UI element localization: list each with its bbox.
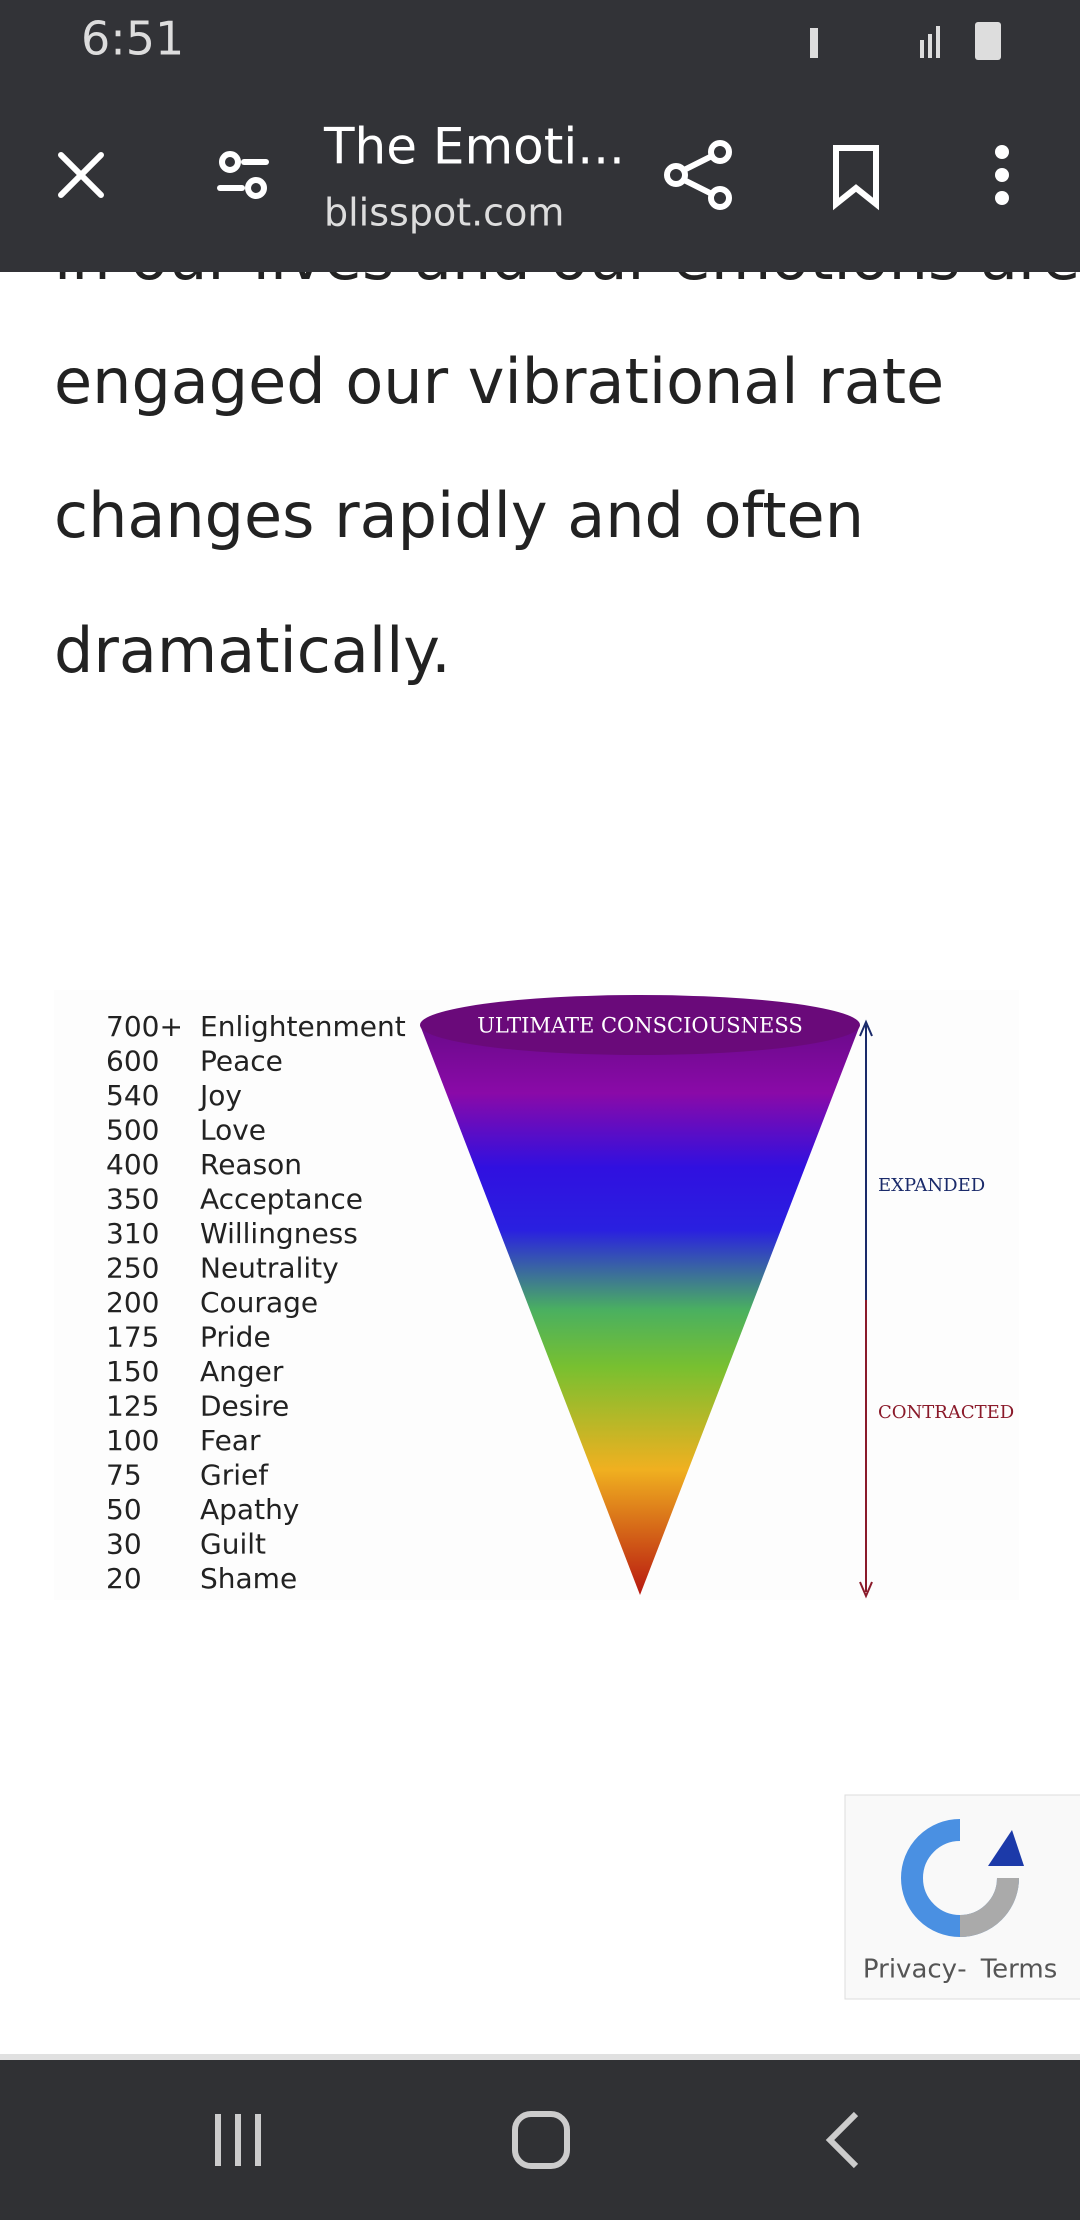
level-number: 500 <box>106 1114 159 1147</box>
bookmark-button[interactable] <box>833 145 879 211</box>
emotion-label: Peace <box>200 1045 283 1078</box>
recaptcha: Privacy - Terms <box>844 1794 1080 2000</box>
filter-button[interactable] <box>217 151 269 199</box>
terms-link[interactable]: Terms <box>980 1955 1058 1985</box>
emotion-label: Grief <box>200 1459 269 1492</box>
level-number: 400 <box>106 1148 159 1181</box>
level-number: 100 <box>106 1424 159 1457</box>
arrowhead <box>859 1581 873 1599</box>
level-number: 30 <box>106 1528 142 1561</box>
toolbar-bg <box>0 0 1080 272</box>
level-number: 150 <box>106 1355 159 1388</box>
level-number: 50 <box>106 1493 142 1526</box>
article-line: changes rapidly and often <box>54 479 864 552</box>
signal <box>928 34 932 58</box>
arrowhead <box>859 1019 873 1037</box>
level-number: 600 <box>106 1045 159 1078</box>
emotion-label: Anger <box>200 1355 284 1388</box>
emotion-label: Neutrality <box>200 1252 339 1285</box>
level-number: 175 <box>106 1321 159 1354</box>
status-icons <box>810 22 1001 60</box>
status-icon <box>810 28 818 58</box>
recaptcha-logo <box>988 1830 1024 1866</box>
level-number: 540 <box>106 1079 159 1112</box>
expanded-label: EXPANDED <box>878 1175 985 1196</box>
page-title: The Emoti... <box>323 118 625 176</box>
emotion-label: Desire <box>200 1390 289 1423</box>
funnel <box>420 1025 860 1595</box>
emotion-label: Guilt <box>200 1528 266 1561</box>
emotion-label: Shame <box>200 1562 297 1595</box>
level-number: 20 <box>106 1562 142 1595</box>
level-number: 700+ <box>106 1010 183 1043</box>
share-button[interactable] <box>664 140 732 210</box>
level-number: 250 <box>106 1252 159 1285</box>
emotion-label: Acceptance <box>200 1183 363 1216</box>
article-line: dramatically. <box>54 614 451 687</box>
funnel-top <box>420 995 860 1055</box>
diagram: ULTIMATE CONSCIOUSNESS EXPANDED CONTRACT… <box>54 990 1019 1600</box>
status-time: 6:51 <box>81 12 184 66</box>
emotion-label: Enlightenment <box>200 1010 406 1043</box>
emotion-label: Pride <box>200 1321 271 1354</box>
battery <box>975 22 1001 60</box>
menu-button[interactable] <box>995 145 1009 205</box>
signal <box>936 26 940 58</box>
emotion-label: Joy <box>198 1079 242 1112</box>
level-number: 350 <box>106 1183 159 1216</box>
emotion-label: Willingness <box>200 1217 358 1250</box>
emotion-label: Apathy <box>200 1493 299 1526</box>
home-button[interactable] <box>512 2111 570 2169</box>
nav-bar <box>0 2060 1080 2220</box>
recaptcha-box <box>844 1794 1080 2000</box>
level-number: 75 <box>106 1459 142 1492</box>
close-button[interactable] <box>58 152 104 198</box>
page-domain: blisspot.com <box>324 191 564 235</box>
article-line: engaged our vibrational rate <box>54 345 944 418</box>
emotion-label: Courage <box>200 1286 318 1319</box>
divider <box>0 2054 1080 2060</box>
level-number: 200 <box>106 1286 159 1319</box>
recents-button[interactable] <box>215 2114 261 2166</box>
article: in our lives and our emotions are engage… <box>54 221 1080 687</box>
emotion-label: Reason <box>200 1148 302 1181</box>
privacy-link[interactable]: Privacy <box>863 1955 957 1985</box>
recaptcha-logo <box>959 1877 1019 1937</box>
funnel-label: ULTIMATE CONSCIOUSNESS <box>477 1014 803 1038</box>
emotion-label: Fear <box>200 1424 261 1457</box>
back-button[interactable] <box>825 2111 859 2169</box>
level-number: 310 <box>106 1217 159 1250</box>
signal <box>920 40 924 58</box>
level-number: 125 <box>106 1390 159 1423</box>
emotion-label: Love <box>200 1114 266 1147</box>
separator: - <box>957 1955 966 1985</box>
contracted-label: CONTRACTED <box>878 1402 1014 1423</box>
